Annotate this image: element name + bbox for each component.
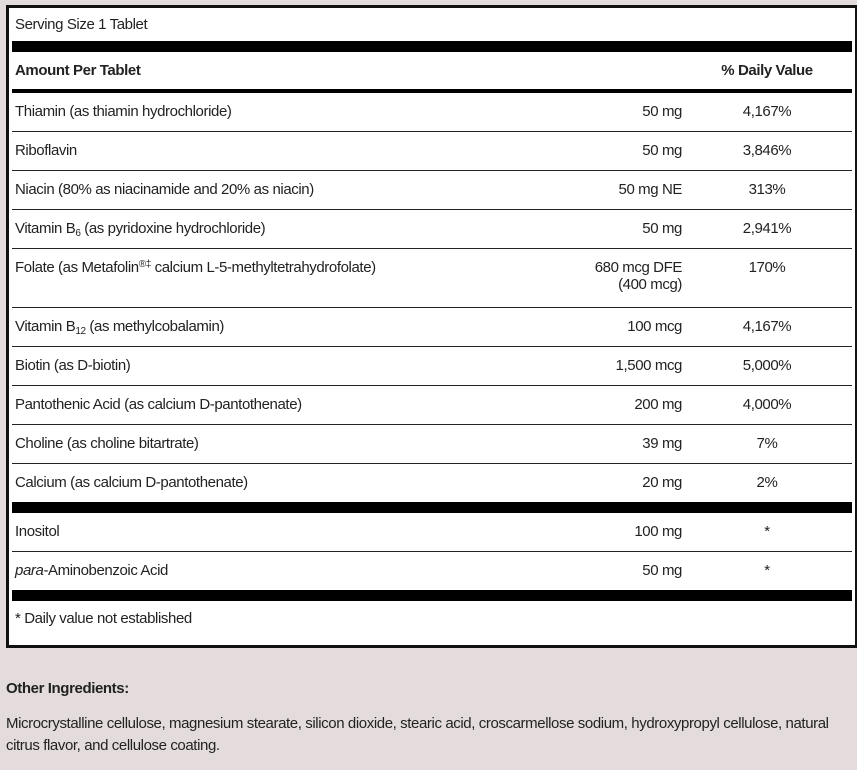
daily-value: 3,846% (742, 142, 792, 159)
amount: 50 mg (442, 132, 682, 159)
amount: 50 mg (442, 552, 682, 579)
nutrient-name: Inositol (15, 523, 60, 540)
table-row: Folate (as Metafolin®‡ calcium L-5-methy… (12, 249, 852, 308)
supplement-facts-panel: Serving Size 1 Tablet Amount Per Tablet … (6, 5, 857, 648)
name-text: (as pyridoxine hydrochloride) (80, 220, 266, 237)
table-row: Riboflavin 50 mg 3,846% (12, 132, 852, 171)
amount-value: 200 mg (634, 396, 682, 413)
dv-header: % Daily Value (721, 62, 813, 79)
table-header: Amount Per Tablet % Daily Value (12, 52, 852, 89)
nutrient-name: Niacin (80% as niacinamide and 20% as ni… (15, 181, 314, 198)
nutrient-name: Vitamin B12 (as methylcobalamin) (12, 308, 442, 337)
name-subscript: 6 (75, 228, 81, 239)
daily-value: 5,000% (742, 357, 792, 374)
daily-value: 7% (756, 435, 778, 452)
table-row: Calcium (as calcium D-pantothenate) 20 mg… (12, 464, 852, 502)
amount: 50 mg (442, 210, 682, 237)
amount: 100 mcg (442, 308, 682, 335)
table-row: para-Aminobenzoic Acid 50 mg * (12, 552, 852, 590)
divider (12, 89, 852, 93)
amount-value: 39 mg (642, 435, 682, 452)
amount: 680 mcg DFE (400 mcg) (442, 249, 683, 293)
nutrient-name: Calcium (as calcium D-pantothenate) (15, 474, 248, 491)
amount-value: 20 mg (642, 474, 682, 491)
name-text: Vitamin B (15, 318, 76, 335)
amount-value: 50 mg (642, 220, 682, 237)
amount-header: Amount Per Tablet (15, 62, 141, 79)
name-text: -Aminobenzoic Acid (43, 562, 168, 579)
daily-value: * (764, 523, 770, 540)
amount-value: 100 mg (634, 523, 682, 540)
amount: 100 mg (442, 513, 682, 540)
nutrient-name: Pantothenic Acid (as calcium D-pantothen… (15, 396, 302, 413)
table-row: Choline (as choline bitartrate) 39 mg 7% (12, 425, 852, 464)
nutrient-name: Riboflavin (15, 142, 77, 159)
thick-divider (12, 502, 852, 513)
amount-value: 50 mg (642, 562, 682, 579)
table-row: Vitamin B6 (as pyridoxine hydrochloride)… (12, 210, 852, 249)
table-row: Biotin (as D-biotin) 1,500 mcg 5,000% (12, 347, 852, 386)
name-superscript: ®‡ (138, 259, 152, 270)
name-text: (as methylcobalamin) (85, 318, 224, 335)
daily-value: 4,167% (742, 318, 792, 335)
daily-value: * (764, 562, 770, 579)
footnote: * Daily value not established (15, 610, 192, 627)
amount: 50 mg (442, 93, 682, 120)
table-row: Pantothenic Acid (as calcium D-pantothen… (12, 386, 852, 425)
table-row: Thiamin (as thiamin hydrochloride) 50 mg 4… (12, 93, 852, 132)
amount: 39 mg (442, 425, 682, 452)
amount-value: 680 mcg DFE (594, 259, 683, 276)
amount-value: 100 mcg (627, 318, 682, 335)
table-row: Niacin (80% as niacinamide and 20% as ni… (12, 171, 852, 210)
amount: 1,500 mcg (442, 347, 683, 374)
daily-value: 313% (748, 181, 786, 198)
serving-size: Serving Size 1 Tablet (15, 16, 148, 33)
daily-value: 170% (748, 259, 786, 276)
daily-value: 2,941% (742, 220, 792, 237)
amount: 50 mg NE (442, 171, 683, 198)
other-ingredients-text: Microcrystalline cellulose, magnesium st… (6, 715, 829, 754)
table-row: Vitamin B12 (as methylcobalamin) 100 mcg 4… (12, 308, 852, 347)
amount-value: 50 mg NE (618, 181, 683, 198)
amount: 200 mg (442, 386, 682, 413)
nutrient-name: Thiamin (as thiamin hydrochloride) (15, 103, 232, 120)
thick-divider (12, 590, 852, 601)
table-row: Inositol 100 mg * (12, 513, 852, 552)
nutrient-name: para-Aminobenzoic Acid (12, 552, 442, 579)
name-subscript: 12 (75, 326, 86, 337)
name-text: calcium L-5-methyltetrahydrofolate) (150, 259, 377, 276)
name-italic: para (15, 562, 44, 579)
nutrient-name: Choline (as choline bitartrate) (15, 435, 199, 452)
amount-value: 50 mg (642, 142, 682, 159)
other-ingredients-title: Other Ingredients: (6, 680, 129, 697)
other-ingredients: Other Ingredients: Microcrystalline cell… (6, 680, 846, 757)
amount: 20 mg (442, 464, 682, 491)
name-text: Vitamin B (15, 220, 76, 237)
nutrient-name: Vitamin B6 (as pyridoxine hydrochloride) (12, 210, 442, 239)
name-text: Folate (as Metafolin (15, 259, 139, 276)
thick-divider (12, 41, 852, 52)
daily-value: 4,167% (742, 103, 792, 120)
amount-value: 1,500 mcg (615, 357, 683, 374)
amount-value-secondary: (400 mcg) (618, 276, 682, 293)
nutrient-name: Biotin (as D-biotin) (15, 357, 131, 374)
daily-value: 4,000% (742, 396, 792, 413)
amount-value: 50 mg (642, 103, 682, 120)
daily-value: 2% (756, 474, 778, 491)
nutrient-name: Folate (as Metafolin®‡ calcium L-5-methy… (12, 249, 442, 276)
